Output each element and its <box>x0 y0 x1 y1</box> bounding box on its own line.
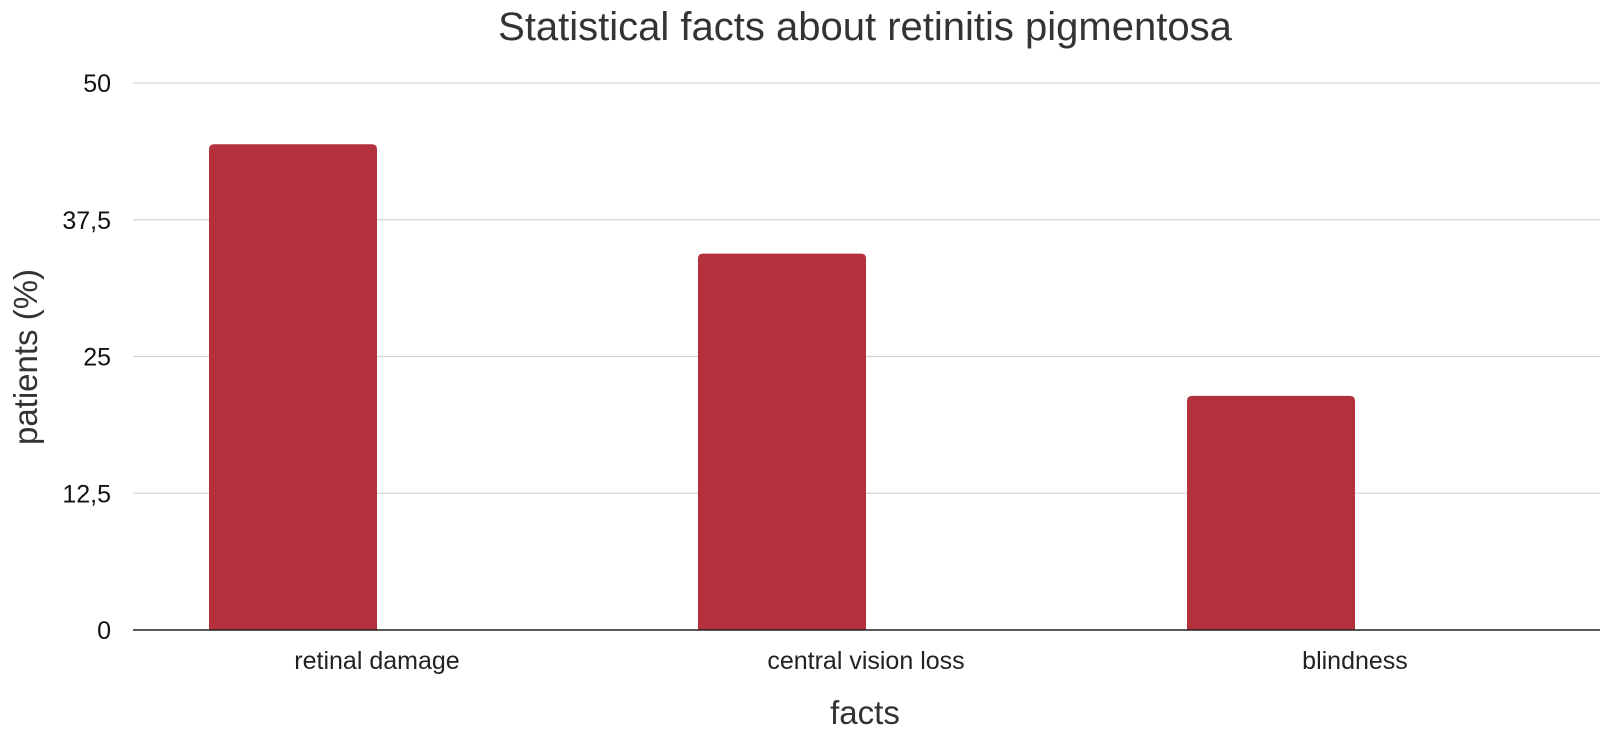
x-tick-label: central vision loss <box>767 647 964 675</box>
bar <box>698 253 866 630</box>
y-axis-ticks: 0 12,5 25 37,5 50 <box>62 70 111 645</box>
y-axis-title: patients (%) <box>7 269 44 445</box>
y-tick-label: 37,5 <box>62 207 111 235</box>
bars <box>209 144 1355 630</box>
x-axis-title: facts <box>830 694 900 731</box>
x-tick-label: blindness <box>1302 647 1408 675</box>
x-tick-label: retinal damage <box>294 647 459 675</box>
gridlines <box>133 82 1600 494</box>
y-tick-label: 12,5 <box>62 480 111 508</box>
y-tick-label: 50 <box>83 70 111 98</box>
x-axis-ticks: retinal damage central vision loss blindne… <box>294 647 1408 675</box>
chart-title: Statistical facts about retinitis pigmen… <box>498 5 1232 49</box>
y-tick-label: 25 <box>83 344 111 372</box>
bar <box>1187 395 1355 630</box>
bar <box>209 144 377 630</box>
y-tick-label: 0 <box>97 617 111 645</box>
